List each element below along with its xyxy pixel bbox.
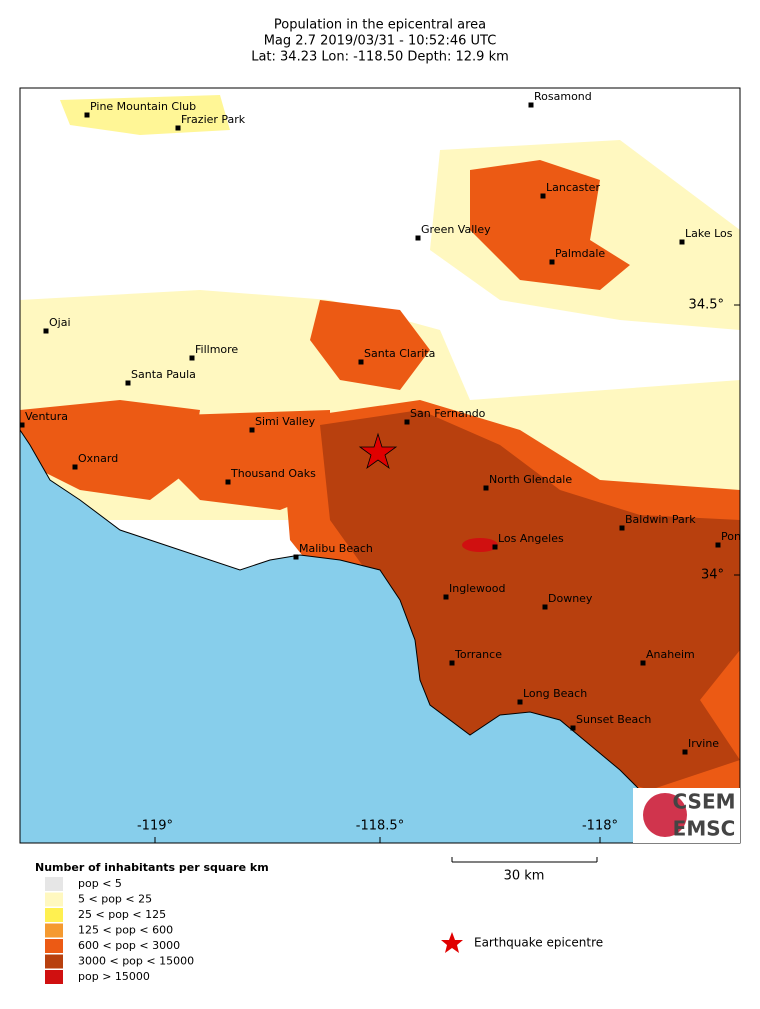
place-label: Pine Mountain Club bbox=[90, 100, 196, 113]
legend-label: 600 < pop < 3000 bbox=[78, 939, 180, 952]
place-label: San Fernando bbox=[410, 407, 486, 420]
place-label: Thousand Oaks bbox=[230, 467, 316, 480]
logo-bottom: EMSC bbox=[673, 817, 736, 841]
place-label: Oxnard bbox=[78, 452, 118, 465]
epicentre-label: Earthquake epicentre bbox=[474, 936, 603, 950]
legend-label: 125 < pop < 600 bbox=[78, 924, 173, 937]
place-marker bbox=[715, 542, 721, 548]
place-marker bbox=[43, 328, 49, 334]
place-marker bbox=[517, 699, 523, 705]
legend-swatch bbox=[45, 939, 63, 953]
place-marker bbox=[679, 239, 685, 245]
place-label: Sunset Beach bbox=[576, 713, 651, 726]
place-marker bbox=[528, 102, 534, 108]
place-label: Irvine bbox=[688, 737, 719, 750]
legend-swatch bbox=[45, 877, 63, 891]
longitude-label: -119° bbox=[137, 819, 173, 834]
place-label: Inglewood bbox=[449, 582, 505, 595]
place-marker bbox=[443, 594, 449, 600]
very-dense-area bbox=[462, 538, 498, 552]
legend-swatch bbox=[45, 970, 63, 984]
legend-label: 25 < pop < 125 bbox=[78, 908, 166, 921]
place-marker bbox=[542, 604, 548, 610]
place-label: Simi Valley bbox=[255, 415, 316, 428]
place-marker bbox=[540, 193, 546, 199]
latitude-label: 34.5° bbox=[689, 298, 724, 313]
place-label: Frazier Park bbox=[181, 113, 246, 126]
legend-swatch bbox=[45, 908, 63, 922]
place-label: Ojai bbox=[49, 316, 71, 329]
populated-area bbox=[470, 160, 630, 290]
sparse-area bbox=[60, 95, 230, 135]
place-label: Malibu Beach bbox=[299, 542, 373, 555]
place-label: Palmdale bbox=[555, 247, 605, 260]
legend-swatch bbox=[45, 954, 63, 969]
place-label: North Glendale bbox=[489, 473, 572, 486]
legend-swatch bbox=[45, 892, 63, 907]
place-label: Pon bbox=[721, 530, 741, 543]
place-marker bbox=[19, 422, 25, 428]
place-label: Los Angeles bbox=[498, 532, 564, 545]
place-marker bbox=[189, 355, 195, 361]
place-marker bbox=[483, 485, 489, 491]
place-marker bbox=[640, 660, 646, 666]
legend-label: 3000 < pop < 15000 bbox=[78, 955, 194, 968]
legend-swatch bbox=[45, 923, 63, 938]
place-label: Baldwin Park bbox=[625, 513, 696, 526]
ocean bbox=[20, 429, 740, 843]
scale-label: 30 km bbox=[504, 869, 545, 884]
place-marker bbox=[175, 125, 181, 131]
map-area bbox=[20, 88, 740, 843]
place-marker bbox=[72, 464, 78, 470]
place-label: Torrance bbox=[454, 648, 502, 661]
latitude-label: 34° bbox=[701, 568, 724, 583]
place-marker bbox=[225, 479, 231, 485]
populated-area bbox=[310, 300, 430, 390]
location-info: Lat: 34.23 Lon: -118.50 Depth: 12.9 km bbox=[251, 50, 509, 65]
place-marker bbox=[549, 259, 555, 265]
place-marker bbox=[415, 235, 421, 241]
logo-globe bbox=[643, 793, 687, 837]
place-marker bbox=[293, 554, 299, 560]
place-marker bbox=[619, 525, 625, 531]
place-label: Long Beach bbox=[523, 687, 587, 700]
place-label: Rosamond bbox=[534, 90, 592, 103]
longitude-label: -118° bbox=[582, 819, 618, 834]
longitude-label: -118.5° bbox=[356, 819, 404, 834]
place-marker bbox=[249, 427, 255, 433]
place-label: Fillmore bbox=[195, 343, 238, 356]
place-marker bbox=[682, 749, 688, 755]
place-label: Lake Los bbox=[685, 227, 733, 240]
title: Population in the epicentral area bbox=[274, 18, 486, 33]
place-marker bbox=[492, 544, 498, 550]
place-label: Santa Paula bbox=[131, 368, 196, 381]
legend-star bbox=[441, 932, 463, 953]
place-marker bbox=[358, 359, 364, 365]
legend-label: pop < 5 bbox=[78, 877, 122, 890]
place-label: Santa Clarita bbox=[364, 347, 435, 360]
legend-label: 5 < pop < 25 bbox=[78, 893, 152, 906]
place-label: Ventura bbox=[25, 410, 68, 423]
event-info: Mag 2.7 2019/03/31 - 10:52:46 UTC bbox=[264, 34, 497, 49]
legend-label: pop > 15000 bbox=[78, 970, 150, 983]
legend-title: Number of inhabitants per square km bbox=[35, 861, 269, 874]
logo-top: CSEM bbox=[672, 790, 735, 814]
place-marker bbox=[449, 660, 455, 666]
place-label: Green Valley bbox=[421, 223, 491, 236]
place-label: Anaheim bbox=[646, 648, 695, 661]
place-label: Lancaster bbox=[546, 181, 600, 194]
place-label: Downey bbox=[548, 592, 593, 605]
place-marker bbox=[404, 419, 410, 425]
epicentre-star bbox=[358, 432, 398, 470]
place-marker bbox=[125, 380, 131, 386]
place-marker bbox=[570, 725, 576, 731]
populated-area bbox=[20, 400, 200, 500]
place-marker bbox=[84, 112, 90, 118]
